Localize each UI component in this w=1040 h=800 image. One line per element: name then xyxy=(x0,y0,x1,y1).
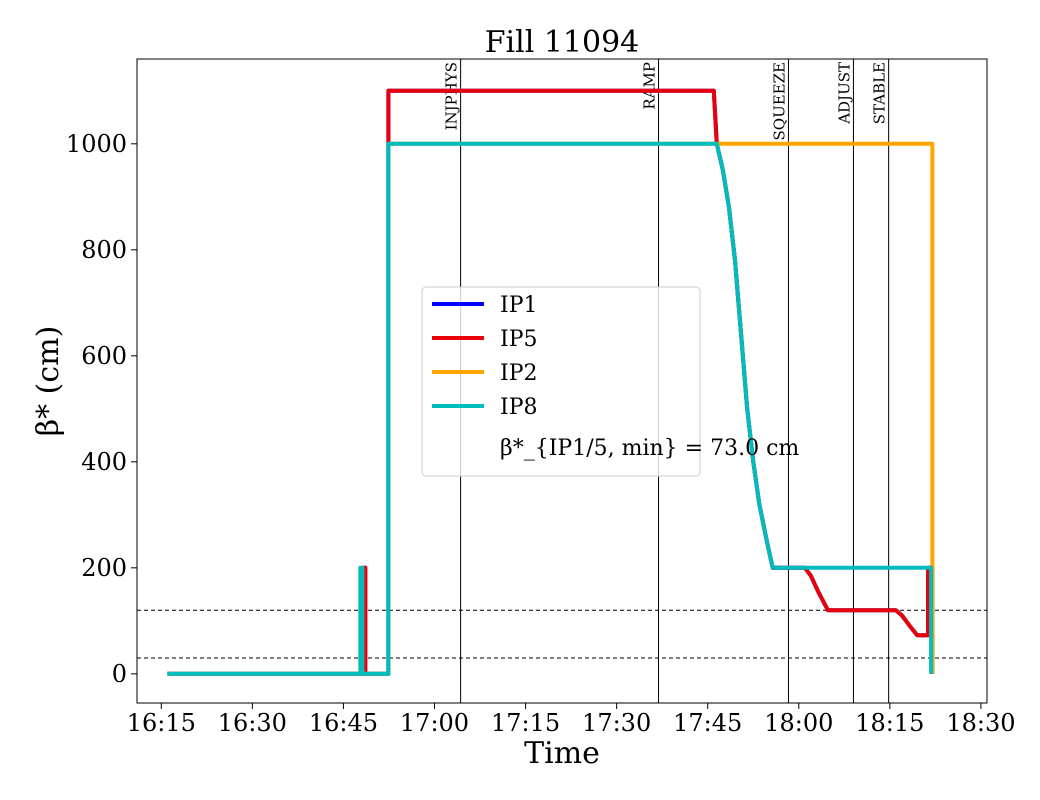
phase-label-0: INJPHYS xyxy=(443,62,461,130)
plot-frame xyxy=(136,58,988,704)
series-line-ip8 xyxy=(167,141,934,676)
x-tick-label-4: 17:15 xyxy=(491,709,560,737)
phase-lines: INJPHYS RAMP SQUEEZE ADJUST STABLE xyxy=(443,59,890,703)
x-tick-label-8: 18:15 xyxy=(855,709,924,737)
x-tick-label-1: 16:30 xyxy=(218,709,287,737)
series-lines xyxy=(167,88,935,676)
y-axis-ticks: 0 200 400 600 800 1000 xyxy=(66,130,137,688)
legend-box xyxy=(421,286,701,477)
y-tick-label-0: 0 xyxy=(112,660,127,688)
phase-label-2: SQUEEZE xyxy=(770,62,788,141)
x-tick-label-6: 17:45 xyxy=(673,709,742,737)
x-tick-label-2: 16:45 xyxy=(309,709,378,737)
y-tick-label-3: 600 xyxy=(81,342,127,370)
legend-note: β*_{IP1/5, min} = 73.0 cm xyxy=(500,436,799,461)
phase-label-3: ADJUST xyxy=(835,62,853,125)
x-axis-ticks: 16:15 16:30 16:45 17:00 17:15 17:30 17:45 18:00… xyxy=(127,703,1016,737)
phase-label-4: STABLE xyxy=(871,62,889,124)
legend-label-ip2: IP2 xyxy=(500,361,538,386)
y-tick-label-4: 800 xyxy=(81,236,127,264)
legend-label-ip5: IP5 xyxy=(500,327,538,352)
legend: IP1 IP5 IP2 IP8 β*_{IP1/5, min} = 73.0 cm xyxy=(421,286,799,477)
x-tick-label-5: 17:30 xyxy=(582,709,651,737)
legend-label-ip8: IP8 xyxy=(500,395,538,420)
y-axis-label: β* (cm) xyxy=(31,326,66,437)
x-tick-label-0: 16:15 xyxy=(127,709,196,737)
x-tick-label-7: 18:00 xyxy=(764,709,833,737)
x-tick-label-3: 17:00 xyxy=(400,709,469,737)
y-tick-label-1: 200 xyxy=(81,554,127,582)
legend-items: IP1 IP5 IP2 IP8 xyxy=(432,293,538,420)
y-tick-label-2: 400 xyxy=(81,448,127,476)
phase-label-1: RAMP xyxy=(641,62,659,110)
x-axis-label: Time xyxy=(524,736,600,771)
y-tick-label-5: 1000 xyxy=(66,130,127,158)
legend-label-ip1: IP1 xyxy=(500,293,538,318)
chart-title: Fill 11094 xyxy=(485,25,640,60)
x-tick-label-9: 18:30 xyxy=(946,709,1015,737)
